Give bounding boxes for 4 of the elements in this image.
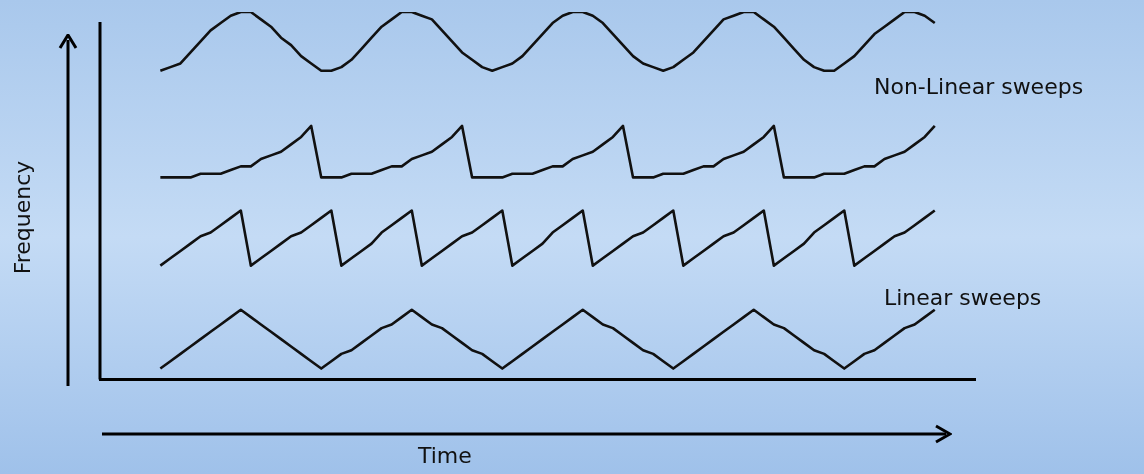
annotation: Linear sweeps — [884, 285, 1042, 310]
x-axis-title: Time — [418, 443, 472, 468]
annotation: Non-Linear sweeps — [874, 74, 1084, 99]
y-axis-title: Frequency — [10, 160, 36, 275]
